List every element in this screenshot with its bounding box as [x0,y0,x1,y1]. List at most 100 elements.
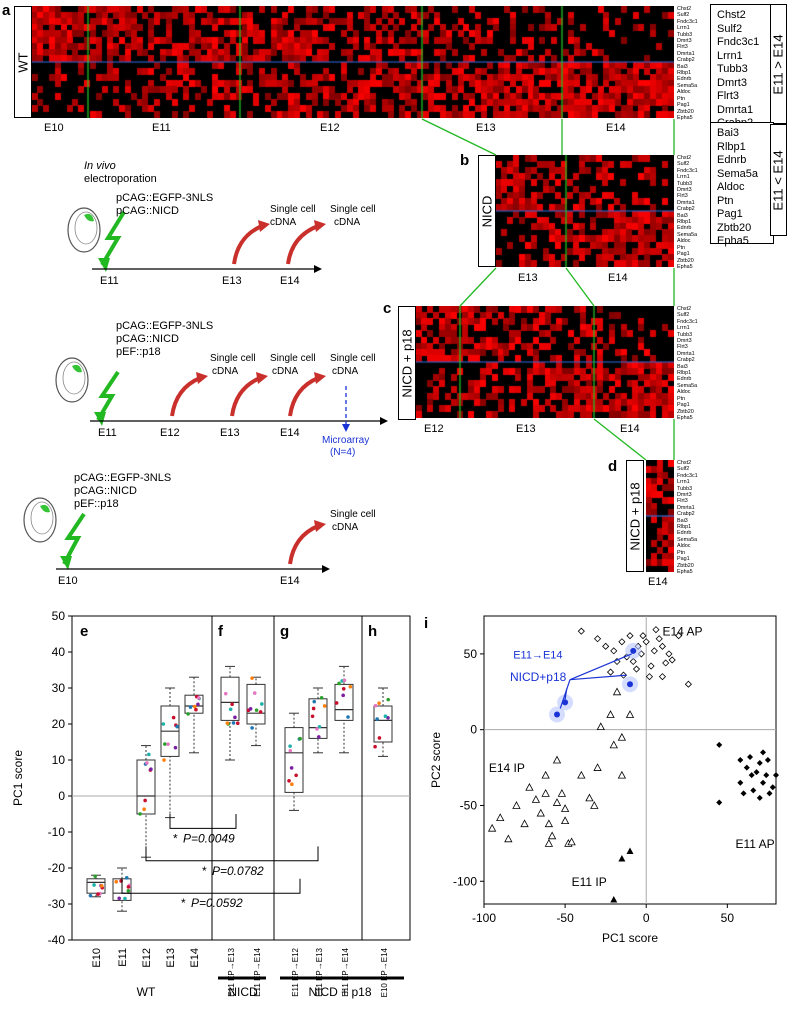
x-tick-label: -50 [556,911,574,925]
gene-label: Zbtb20 [677,108,694,115]
gene-label: Rlbp1 [677,524,692,531]
gene-label: Flrt3 [677,44,688,51]
point-e14-ip [552,755,562,764]
y-tick-label: -30 [48,897,66,911]
gene-stack-a: Chst2 Sulf2 Fndc3c1 Lrrn1 Tubb3 Dmrt3 Flrt3 Dmr… [677,6,698,121]
group-label: NICD + p18 [308,985,371,999]
point-e14-ip [596,722,605,731]
gene-label: Aldoc [677,389,691,396]
point-e14-ap [650,647,658,655]
gene-label: Dmrta1 [677,350,695,357]
embryo-icon [67,207,101,253]
gene-label: Bai3 [677,212,688,219]
gene-box-item: Flrt3 [717,90,739,102]
pc1-boxplot: -40 -30 -20 -10 0 10 20 30 40 50 PC1 score e f g h E10 E… [11,609,411,999]
schematic1-construct2: pCAG::NICD [116,205,179,217]
data-point [290,782,294,786]
data-point [186,712,190,716]
gene-label: Zbtb20 [677,562,694,569]
point-e14-ip [567,837,576,846]
data-point [258,710,263,714]
gene-box-item: Sema5a [717,167,758,180]
point-e14-ip [593,763,602,771]
y-tick-label: -20 [48,861,66,875]
data-point [225,721,230,725]
x-category-label: E11 EP→E12 [291,947,300,996]
data-point [171,715,176,720]
point-e11-ap [716,741,723,748]
data-point [166,742,170,746]
point-nicd-p18 [554,711,560,718]
schematic3-scb: cDNA [332,522,359,533]
data-point [383,714,388,719]
label-e11-ip: E11 IP [572,875,607,889]
schematic1-in-vivo: In vivo [84,160,116,172]
gene-box-item: Chst2 [717,9,746,21]
panel-a-side-label: WT [14,6,32,118]
data-point [96,892,100,896]
point-e14-ip [590,801,599,809]
schematic3-t0: E10 [58,575,78,587]
point-e14-ip [536,808,545,817]
lightning-icon [96,370,120,422]
point-e14-ip [512,801,521,809]
data-point [260,702,264,706]
point-e14-ap [662,659,670,667]
data-point [334,701,339,705]
point-e14-ip [520,819,529,828]
schematic2-n: (N=4) [330,447,356,458]
gene-box-item: Zbtb20 [717,221,752,234]
point-e14-ap [632,665,641,673]
point-e14-ip [617,732,627,741]
point-e14-ip [544,819,554,828]
gene-stack-c: Chst2 Sulf2 Fndc3c1 Lrrn1 Tubb3 Dmrt3 Flrt3 Dmr… [677,306,698,421]
gene-label: Tubb3 [677,331,693,338]
gene-label: Dmrta1 [677,504,695,511]
panel-letter-i: i [424,615,428,632]
panel-letter-a: a [2,2,11,19]
x-tick-label: -100 [472,911,496,925]
gene-label: Pag1 [677,402,690,409]
data-point [161,722,166,726]
data-point [192,704,197,709]
label-e11-e14: E11→E14 [513,649,562,661]
point-e14-ip [606,710,615,718]
subpanel-letter: e [80,623,88,640]
panel-c-stage-e14: E14 [620,423,640,435]
x-category-label: E11 EP→E13 [315,947,324,996]
panel-a-stage-e11: E11 [152,122,171,134]
p-bracket [169,814,237,829]
data-point [341,687,346,691]
gene-label: Sulf2 [677,466,690,473]
label-e11-ap: E11 AP [735,837,774,851]
panel-d-gene-list: Chst2 Sulf2 Fndc3c1 Lrrn1 Tubb3 Dmrt3 Flrt3 Dmr… [677,460,698,575]
schematic2-sc-1: Single cell [210,353,256,364]
y-tick-label: 10 [52,753,66,767]
data-point [348,684,353,689]
x-tick-label: 0 [643,911,650,925]
panel-a-gene-list: Chst2 Sulf2 Fndc3c1 Lrrn1 Tubb3 Dmrt3 Flrt3 Dmr… [677,6,698,121]
gene-box-item: Aldoc [717,181,745,193]
panel-c-stage-e12: E12 [424,423,444,435]
point-e14-ap [618,638,626,646]
point-e14-ap [684,680,692,688]
point-e14-ip [609,740,618,749]
point-e11-ap [716,799,723,806]
data-point [175,724,179,729]
data-point [196,696,201,700]
point-e14-ip [487,823,497,832]
panel-letter-d: d [608,458,618,475]
gene-label: Bai3 [677,363,688,370]
point-e14-ap [577,627,585,635]
p-value-label: * [173,831,178,845]
data-point [196,702,200,707]
x-category-label: E10 EP→E14 [380,947,389,997]
annotation-arrow [569,653,632,681]
gene-box-bottom-label: E11 < E14 [770,124,787,236]
gene-label: Ptn [677,95,686,102]
y-axis-label: PC2 score [429,732,443,788]
point-e11-ap [756,794,763,801]
x-axis-label: PC1 score [602,931,658,945]
data-point [373,703,378,708]
gene-label: Crabp2 [677,206,695,213]
